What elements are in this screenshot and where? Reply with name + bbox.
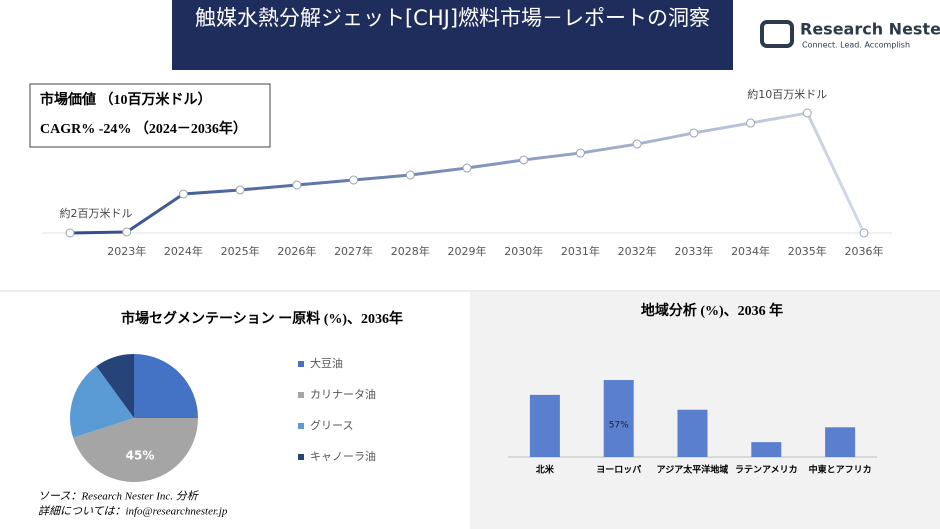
bar (603, 380, 634, 457)
point (746, 118, 756, 128)
summary-box (29, 83, 271, 148)
pie-slice (70, 366, 134, 438)
x-tick-label: 2023年 (107, 244, 146, 258)
x-tick-label: 2036年 (845, 244, 884, 258)
x-tick-label: 2024年 (164, 244, 203, 258)
legend-swatch (298, 392, 304, 398)
logo-tagline: Connect. Lead. Accomplish (802, 41, 910, 50)
x-tick-label: 2034年 (731, 244, 770, 258)
annotation: 約2百万米ドル (60, 206, 133, 220)
pie-slice (96, 354, 134, 418)
legend-swatch (298, 454, 304, 460)
x-tick-label: 北米 (536, 464, 555, 476)
point (178, 189, 188, 199)
x-tick-label: 2028年 (391, 244, 430, 258)
legend-swatch (298, 361, 304, 367)
point (349, 175, 359, 185)
point (519, 155, 529, 165)
legend-swatch (298, 423, 304, 429)
x-tick-label: 2025年 (221, 244, 260, 258)
point (632, 139, 642, 149)
point (405, 170, 415, 180)
source: ソース：Research Nester Inc. 分析 (38, 490, 200, 503)
x-tick-label: アジア太平洋地域 (657, 464, 729, 476)
source: 詳細については：info@researchnester.jp (38, 505, 228, 518)
x-tick-label: 中東とアフリカ (809, 464, 872, 476)
annotation: 約10百万米ドル (747, 87, 827, 101)
x-tick-label: 2031年 (561, 244, 600, 258)
data-label: 45% (126, 448, 155, 462)
bar (751, 442, 782, 457)
point (462, 163, 472, 173)
x-tick-label: 2035年 (788, 244, 827, 258)
logo-name: Research Nester (800, 20, 940, 39)
header-title: 触媒水熱分解ジェット[CHJ]燃料市場－レポートの洞察 (172, 0, 733, 70)
bar (677, 409, 708, 457)
x-tick-label: 2033年 (674, 244, 713, 258)
x-tick-label: ラテンアメリカ (735, 465, 798, 476)
pie-slice (134, 354, 198, 418)
x-tick-label: 2029年 (448, 244, 487, 258)
legend-label: キャノーラ油 (310, 449, 376, 463)
point (859, 228, 869, 238)
point (575, 148, 585, 158)
chart-title: 地域分析 (%)、2036 年 (641, 302, 783, 319)
point (235, 185, 245, 195)
legend-label: 大豆油 (310, 356, 343, 370)
pie-slice (73, 418, 198, 482)
x-tick-label: 2026年 (277, 244, 316, 258)
data-label: 57% (609, 421, 629, 431)
x-tick-label: 2032年 (618, 244, 657, 258)
market-value: 市場価値 （10百万米ドル） (40, 91, 212, 108)
x-tick-label: 2030年 (504, 244, 543, 258)
x-tick-label: 2027年 (334, 244, 373, 258)
point (122, 227, 132, 237)
point (65, 228, 75, 238)
bar (529, 394, 560, 457)
point (292, 180, 302, 190)
logo-icon (760, 20, 794, 48)
bar (825, 427, 856, 457)
chart-title: 市場セグメンテーション ー原料 (%)、2036年 (121, 310, 403, 327)
point (689, 128, 699, 138)
point (802, 108, 812, 118)
legend-label: グリース (310, 418, 353, 432)
x-tick-label: ヨーロッパ (596, 464, 641, 476)
cagr: CAGR% -24% （2024－2036年） (40, 120, 247, 137)
legend-label: カリナータ油 (310, 387, 376, 401)
